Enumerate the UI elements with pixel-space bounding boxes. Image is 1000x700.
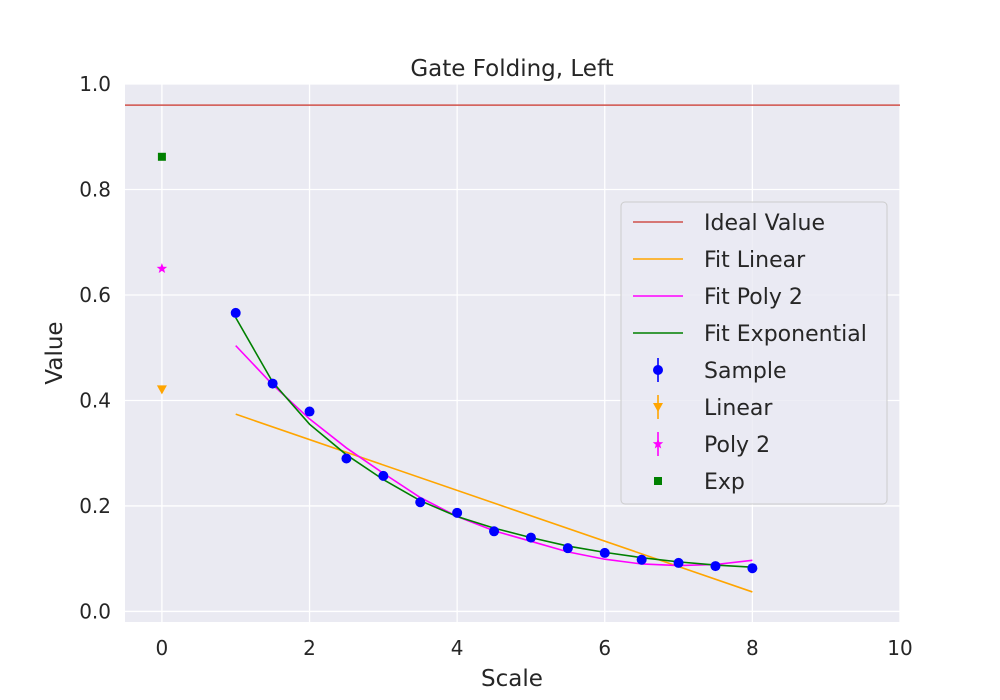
x-tick-label: 10 [887,636,912,660]
sample-point [452,507,463,518]
x-tick-label: 0 [156,636,169,660]
y-tick-label: 0.0 [79,599,111,623]
sample-point [562,543,573,554]
legend-label-ideal-value: Ideal Value [704,211,825,236]
sample-point [341,453,352,464]
y-tick-label: 0.4 [79,388,111,412]
sample-point [378,470,389,481]
legend-label-linear: Linear [704,396,773,421]
legend-marker-poly-2 [652,438,664,449]
x-axis-title: Scale [481,666,543,692]
y-axis-title: Value [42,321,68,384]
legend-label-fit-linear: Fit Linear [704,248,806,273]
legend-label-fit-poly-2: Fit Poly 2 [704,285,803,310]
legend-marker-linear [653,403,663,412]
grid [125,83,901,622]
fit-linear-line [235,413,753,593]
poly-2-estimate-point [156,263,168,274]
legend-items: Ideal Value Fit Linear Fit Poly 2 Fit Expon… [633,211,867,495]
x-tick-label: 4 [451,636,464,660]
linear-estimate-point [156,385,167,395]
legend: Ideal Value Fit Linear Fit Poly 2 Fit Expon… [620,201,888,505]
sample-point [304,406,315,417]
x-tick-label: 2 [303,636,316,660]
data-layer [125,104,900,593]
legend-label-poly-2: Poly 2 [704,433,770,458]
sample-point [415,497,426,508]
chart-title: Gate Folding, Left [410,56,613,82]
legend-label-fit-exponential: Fit Exponential [704,322,867,347]
sample-point [489,526,500,537]
legend-label-exp: Exp [704,470,745,495]
sample-point [710,561,721,572]
y-tick-label: 0.6 [79,283,111,307]
x-tick-label: 8 [746,636,759,660]
sample-point [673,557,684,568]
legend-box [620,201,888,505]
exp-estimate-point [157,152,166,161]
legend-marker-sample [653,365,663,375]
x-tick-label: 6 [598,636,611,660]
legend-marker-exp [654,477,662,485]
sample-point [747,563,758,574]
sample-point [636,554,647,565]
sample-point [267,378,278,389]
tick-labels: 0 2 4 6 8 10 0.0 0.2 0.4 0.6 0.8 1.0 [79,72,913,660]
sample-point [599,547,610,558]
y-tick-label: 0.8 [79,177,111,201]
sample-point [525,532,536,543]
sample-point [230,307,241,318]
legend-label-sample: Sample [704,359,787,384]
y-tick-label: 1.0 [79,72,111,96]
y-tick-label: 0.2 [79,494,111,518]
